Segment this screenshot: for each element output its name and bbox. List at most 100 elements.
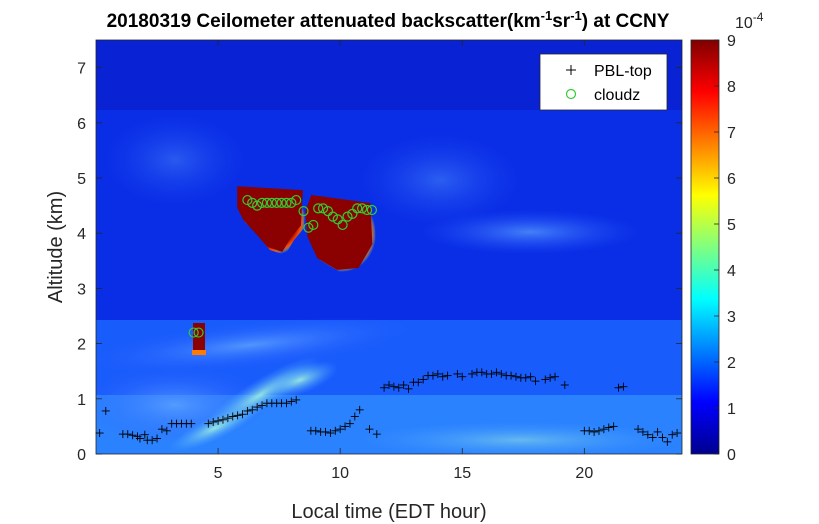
pbl-top-point	[428, 371, 437, 380]
pbl-top-point	[148, 436, 157, 445]
pbl-top-point	[292, 395, 301, 404]
pbl-top-point	[355, 405, 364, 414]
pbl-top-point	[414, 378, 423, 387]
pbl-top-point	[326, 429, 335, 438]
cloudz-point	[337, 219, 348, 231]
plot-frame	[95, 39, 683, 455]
x-tick-label: 15	[453, 465, 471, 482]
pbl-top-point	[157, 425, 166, 434]
pbl-top-point	[345, 419, 354, 428]
pbl-top-point	[341, 422, 350, 431]
colorbar-tick-label: 4	[727, 263, 736, 280]
pbl-top-point	[404, 384, 413, 393]
pbl-top-point	[209, 417, 218, 426]
pbl-top-point	[394, 383, 403, 392]
y-tick-label: 5	[77, 171, 86, 188]
pbl-top-point	[218, 415, 227, 424]
colorbar-tick-label: 1	[727, 401, 736, 418]
pbl-top-point	[663, 437, 672, 446]
cloudz-point	[366, 204, 378, 216]
cloudz-point	[303, 222, 314, 233]
pbl-top-point	[419, 375, 428, 384]
pbl-top-point	[365, 425, 374, 434]
pbl-top-point	[541, 375, 550, 384]
colorbar-tick-label: 7	[727, 125, 736, 142]
pbl-top-point	[95, 429, 104, 438]
cloudz-point	[252, 200, 263, 211]
pbl-top-point	[453, 369, 462, 378]
pbl-top-series	[95, 368, 682, 446]
pbl-top-point	[619, 382, 628, 391]
colorbar: 0 1 2 3 4 5 6 7 8 9 10-4	[690, 10, 764, 464]
pbl-top-point	[487, 369, 496, 378]
y-tick-label: 2	[77, 337, 86, 354]
cloudz-point	[352, 203, 363, 214]
y-tick-label: 0	[77, 447, 86, 464]
cloudz-point	[247, 197, 258, 208]
pbl-top-point	[458, 372, 467, 381]
pbl-top-point	[638, 427, 647, 436]
y-axis: 0 1 2 3 4 5 6 7	[77, 61, 682, 464]
pbl-top-point	[643, 430, 652, 439]
y-tick-label: 6	[77, 116, 86, 133]
pbl-top-point	[546, 373, 555, 382]
y-tick-label: 7	[77, 61, 86, 78]
y-tick-label: 3	[77, 281, 86, 298]
pbl-top-point	[585, 426, 594, 435]
pbl-top-point	[614, 383, 623, 392]
colorbar-tick-label: 5	[727, 217, 736, 234]
pbl-top-point	[253, 403, 262, 412]
cloudz-point	[298, 206, 309, 217]
colorbar-tick-label: 8	[727, 79, 736, 96]
legend-box	[539, 53, 668, 111]
pbl-top-point	[634, 425, 643, 434]
y-tick-label: 1	[77, 392, 86, 409]
pbl-top-point	[609, 422, 618, 431]
pbl-top-point	[350, 412, 359, 421]
pbl-top-point	[594, 426, 603, 435]
pbl-top-point	[551, 372, 560, 381]
cloudz-point	[242, 194, 253, 206]
pbl-top-point	[511, 372, 520, 381]
colorbar-tick-label: 6	[727, 171, 736, 188]
pbl-top-point	[223, 414, 232, 423]
x-axis: 5 10 15 20	[214, 40, 593, 482]
pbl-top-point	[128, 431, 137, 440]
pbl-top-point	[604, 423, 613, 432]
pbl-top-point	[372, 430, 381, 439]
pbl-top-point	[443, 371, 452, 380]
pbl-top-point	[497, 369, 506, 378]
legend: PBL-top cloudz	[539, 53, 668, 111]
cloudz-point	[286, 197, 297, 208]
pbl-top-point	[311, 426, 320, 435]
colorbar-tick-label: 0	[727, 447, 736, 464]
x-axis-label: Local time (EDT hour)	[291, 501, 486, 523]
pbl-top-point	[233, 411, 242, 420]
pbl-top-point	[140, 430, 149, 439]
colorbar-tick-label: 2	[727, 355, 736, 372]
colorbar-tick-label: 9	[727, 33, 736, 50]
pbl-top-point	[287, 397, 296, 406]
cloudz-point	[317, 203, 329, 214]
cloudz-point	[313, 203, 324, 214]
pbl-top-point	[336, 425, 345, 434]
pbl-top-point	[321, 427, 330, 436]
pbl-top-point	[135, 434, 144, 443]
pbl-top-point	[599, 425, 608, 434]
pbl-top-point	[214, 416, 223, 425]
cloudz-point	[266, 197, 277, 208]
pbl-top-point	[521, 373, 530, 382]
y-tick-label: 4	[77, 226, 86, 243]
colorbar-exponent: 10-4	[735, 10, 764, 32]
cloudz-point	[261, 197, 273, 208]
chart-title: 20180319 Ceilometer attenuated backscatt…	[107, 8, 670, 32]
pbl-top-point	[433, 369, 442, 378]
pbl-top-point	[560, 381, 569, 389]
x-tick-label: 10	[331, 465, 349, 482]
pbl-top-point	[238, 410, 247, 419]
legend-label-pbl-top: PBL-top	[594, 63, 652, 80]
pbl-top-point	[468, 369, 477, 378]
pbl-top-point	[507, 371, 516, 380]
cloudz-point	[342, 211, 353, 222]
legend-marker-pbl-top	[566, 65, 576, 75]
